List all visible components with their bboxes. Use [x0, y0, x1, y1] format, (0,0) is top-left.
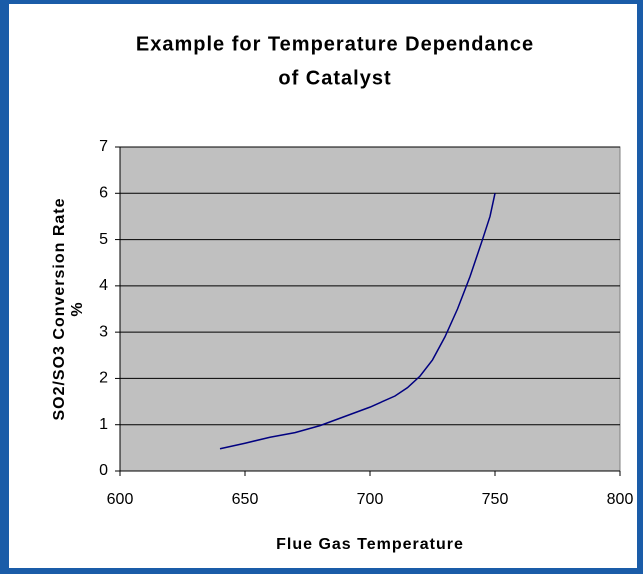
y-tick-label: 1: [99, 416, 108, 433]
plot-area: [119, 146, 621, 472]
x-tick-label: 750: [482, 491, 509, 508]
y-axis-label: SO2/SO3 Conversion Rate: [51, 197, 68, 420]
x-tick-label: 600: [107, 491, 134, 508]
data-line: [219, 193, 496, 450]
y-tick-label: 2: [99, 370, 108, 387]
y-tick-label: 3: [99, 323, 108, 340]
x-tick-label: 700: [357, 491, 384, 508]
x-tick-label: 800: [607, 491, 634, 508]
y-tick-label: 4: [99, 277, 108, 294]
y-tick-label: 0: [99, 462, 108, 479]
y-tick-label: 5: [99, 231, 108, 248]
x-tick-label: 650: [232, 491, 259, 508]
chart-title: of Catalyst: [278, 67, 391, 89]
y-tick-label: 6: [99, 185, 108, 202]
y-tick-label: 7: [99, 138, 108, 155]
x-axis-label: Flue Gas Temperature: [276, 536, 464, 553]
y-axis-label: %: [69, 301, 86, 316]
chart-title: Example for Temperature Dependance: [136, 33, 534, 55]
